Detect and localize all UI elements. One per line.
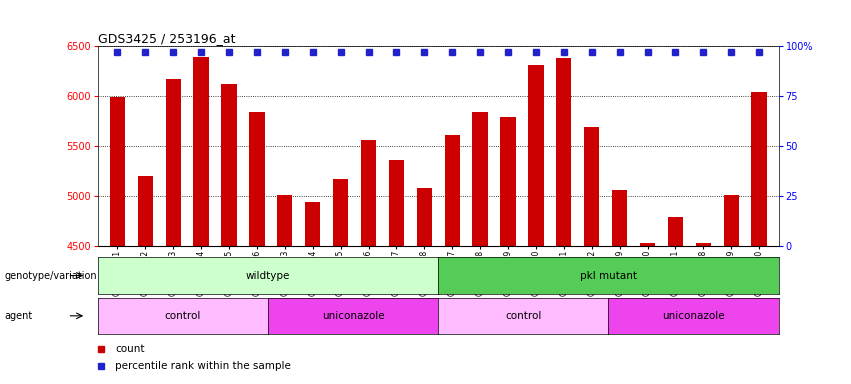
Bar	[166, 79, 181, 246]
Bar	[444, 135, 460, 246]
Bar	[249, 112, 265, 246]
Bar	[528, 65, 544, 246]
Bar	[557, 58, 572, 246]
Bar	[695, 243, 711, 246]
Bar	[584, 127, 599, 246]
Text: control: control	[165, 311, 201, 321]
Bar	[138, 176, 153, 246]
Text: pkl mutant: pkl mutant	[580, 270, 637, 281]
Bar	[305, 202, 320, 246]
Text: agent: agent	[5, 311, 33, 321]
Bar	[110, 97, 125, 246]
Bar	[640, 243, 655, 246]
Text: count: count	[115, 344, 145, 354]
Bar	[333, 179, 348, 246]
Bar	[277, 195, 293, 246]
Bar	[472, 112, 488, 246]
Bar	[417, 188, 432, 246]
Text: genotype/variation: genotype/variation	[5, 270, 97, 281]
Bar	[221, 84, 237, 246]
Bar	[668, 217, 683, 246]
Text: uniconazole: uniconazole	[662, 311, 725, 321]
Bar	[751, 92, 767, 246]
Bar	[361, 140, 376, 246]
Bar	[193, 57, 208, 246]
Bar	[612, 190, 627, 246]
Bar	[389, 160, 404, 246]
Text: control: control	[505, 311, 541, 321]
Text: uniconazole: uniconazole	[322, 311, 385, 321]
Text: wildtype: wildtype	[246, 270, 290, 281]
Bar	[723, 195, 739, 246]
Text: GDS3425 / 253196_at: GDS3425 / 253196_at	[98, 32, 236, 45]
Bar	[500, 117, 516, 246]
Text: percentile rank within the sample: percentile rank within the sample	[115, 361, 291, 371]
